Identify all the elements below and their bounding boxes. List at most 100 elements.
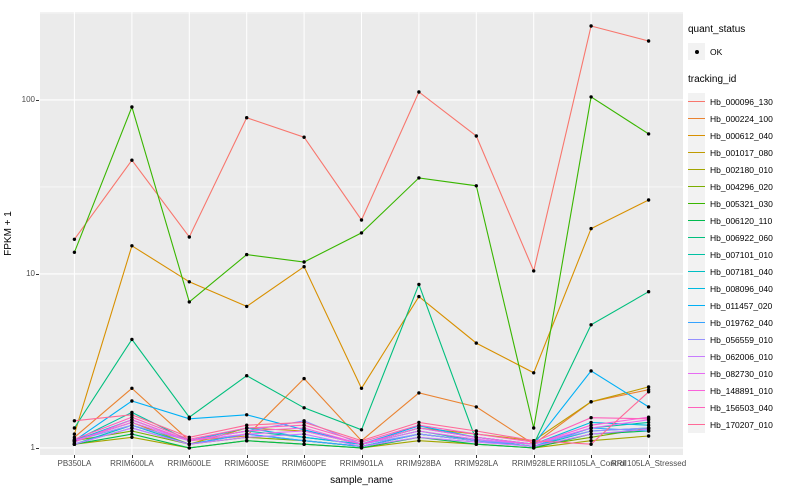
legend-quant-status: quant_status OK: [688, 24, 798, 60]
legend-key-line-icon: [688, 297, 705, 314]
legend-key-line-icon: [688, 416, 705, 433]
legend-item-label: Hb_001017_080: [710, 147, 773, 158]
legend-key-line-icon: [688, 178, 705, 195]
legend-key-line-icon: [688, 348, 705, 365]
legend-key-line-icon: [688, 195, 705, 212]
legend-item-label: Hb_007101_010: [710, 249, 773, 260]
x-tick-mark: [648, 455, 650, 458]
x-axis-title: sample_name: [330, 475, 393, 486]
x-tick-mark: [74, 455, 76, 458]
legend-item-label: Hb_082730_010: [710, 368, 773, 379]
legend-item: Hb_004296_020: [688, 178, 798, 195]
legend-item-label: Hb_002180_010: [710, 164, 773, 175]
legend-item: Hb_002180_010: [688, 161, 798, 178]
legend-key-line-icon: [688, 110, 705, 127]
legend-item: Hb_000096_130: [688, 93, 798, 110]
x-tick-label: RRIM901LA: [339, 459, 384, 468]
data-points: [72, 24, 651, 450]
x-tick-mark: [476, 455, 478, 458]
legend-key-line-icon: [688, 161, 705, 178]
x-tick-mark: [304, 455, 306, 458]
x-tick-mark: [131, 455, 133, 458]
y-tick-mark: [36, 100, 39, 101]
x-tick-label: RRII105LA_Control: [556, 459, 626, 468]
legend-tracking-id: tracking_id Hb_000096_130 Hb_000224_100 Hb…: [688, 74, 798, 433]
legend: quant_status OK tracking_id Hb_000096_13…: [688, 24, 798, 433]
legend-key-line-icon: [688, 246, 705, 263]
legend-key-line-icon: [688, 144, 705, 161]
y-tick-label: 10: [26, 269, 35, 278]
legend-item-label: Hb_170207_010: [710, 419, 773, 430]
x-tick-label: RRIM928LE: [511, 459, 556, 468]
legend-quant-status-title: quant_status: [688, 24, 746, 35]
legend-item: Hb_000612_040: [688, 127, 798, 144]
x-tick-mark: [418, 455, 420, 458]
x-tick-label: RRIM600LA: [110, 459, 154, 468]
legend-item: Hb_062006_010: [688, 348, 798, 365]
gridlines: [40, 12, 683, 455]
legend-item: Hb_082730_010: [688, 365, 798, 382]
y-tick-mark: [36, 274, 39, 275]
legend-item-label: Hb_005321_030: [710, 198, 773, 209]
legend-item-label: Hb_011457_020: [710, 300, 773, 311]
legend-item: Hb_170207_010: [688, 416, 798, 433]
legend-key-line-icon: [688, 127, 705, 144]
legend-item-label: Hb_062006_010: [710, 351, 773, 362]
x-tick-label: RRIM600SE: [224, 459, 269, 468]
legend-key-line-icon: [688, 263, 705, 280]
x-tick-label: RRIM600LE: [167, 459, 212, 468]
x-tick-label: RRIM928BA: [396, 459, 442, 468]
legend-item: Hb_005321_030: [688, 195, 798, 212]
legend-tracking-items: Hb_000096_130 Hb_000224_100 Hb_000612_040 H…: [688, 93, 798, 433]
y-axis-title: FPKM + 1: [3, 211, 14, 256]
legend-item-label: Hb_006922_060: [710, 232, 773, 243]
legend-item: Hb_007181_040: [688, 263, 798, 280]
legend-item-label: Hb_056559_010: [710, 334, 773, 345]
legend-key-line-icon: [688, 93, 705, 110]
legend-key-line-icon: [688, 314, 705, 331]
legend-item-label: Hb_008096_040: [710, 283, 773, 294]
legend-item: Hb_001017_080: [688, 144, 798, 161]
legend-key-line-icon: [688, 382, 705, 399]
legend-item: Hb_011457_020: [688, 297, 798, 314]
legend-key-line-icon: [688, 399, 705, 416]
x-tick-mark: [533, 455, 535, 458]
legend-item: Hb_156503_040: [688, 399, 798, 416]
legend-item: Hb_000224_100: [688, 110, 798, 127]
legend-item: Hb_056559_010: [688, 331, 798, 348]
y-tick-label: 100: [21, 95, 35, 104]
legend-item-label: Hb_156503_040: [710, 402, 773, 413]
legend-item-ok: OK: [688, 43, 798, 60]
y-tick-mark: [36, 448, 39, 449]
legend-item-label: OK: [710, 46, 723, 57]
legend-tracking-id-title: tracking_id: [688, 74, 737, 85]
legend-item-label: Hb_148891_010: [710, 385, 773, 396]
ok-point-key-icon: [688, 43, 705, 60]
legend-item-label: Hb_000612_040: [710, 130, 773, 141]
x-tick-mark: [189, 455, 191, 458]
plot-svg: [40, 12, 683, 455]
x-tick-label: RRIM928LA: [454, 459, 499, 468]
legend-item-label: Hb_007181_040: [710, 266, 773, 277]
legend-item: Hb_148891_010: [688, 382, 798, 399]
x-tick-label: PB350LA: [57, 459, 92, 468]
legend-key-line-icon: [688, 212, 705, 229]
legend-key-line-icon: [688, 331, 705, 348]
y-tick-label: 1: [30, 443, 35, 452]
plot-panel: [40, 12, 683, 455]
x-tick-mark: [361, 455, 363, 458]
legend-key-line-icon: [688, 280, 705, 297]
legend-item: Hb_007101_010: [688, 246, 798, 263]
legend-item-label: Hb_019762_040: [710, 317, 773, 328]
legend-key-line-icon: [688, 229, 705, 246]
legend-key-line-icon: [688, 365, 705, 382]
x-tick-label: RRII105LA_Stressed: [611, 459, 687, 468]
x-tick-mark: [246, 455, 248, 458]
legend-item: Hb_006922_060: [688, 229, 798, 246]
legend-item: Hb_019762_040: [688, 314, 798, 331]
legend-item-label: Hb_004296_020: [710, 181, 773, 192]
x-tick-label: RRIM600PE: [281, 459, 327, 468]
legend-item: Hb_008096_040: [688, 280, 798, 297]
legend-item: Hb_006120_110: [688, 212, 798, 229]
legend-item-label: Hb_000096_130: [710, 96, 773, 107]
